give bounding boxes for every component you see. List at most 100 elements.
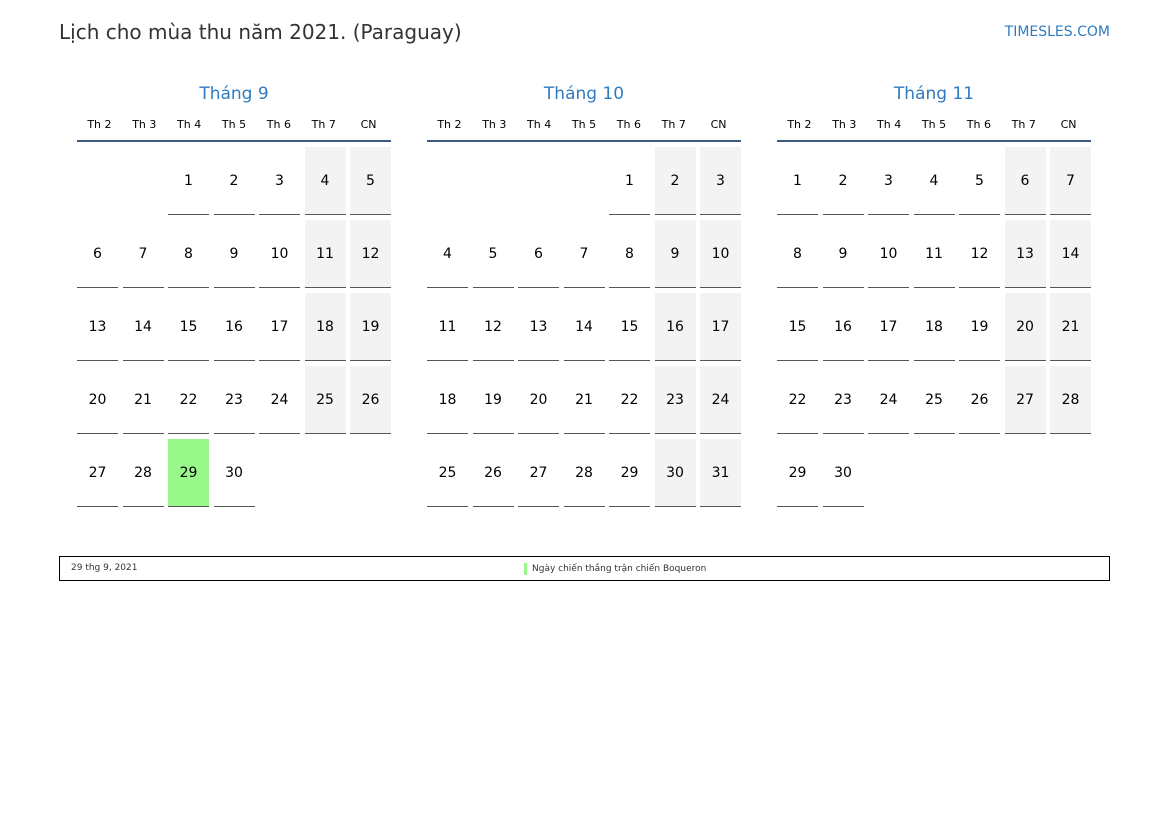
day-cell[interactable]: 6 — [1004, 147, 1046, 215]
day-cell[interactable]: 9 — [654, 220, 696, 288]
day-cell[interactable]: 5 — [959, 147, 1000, 215]
day-cell[interactable]: 7 — [1050, 147, 1091, 215]
day-cell[interactable]: 25 — [427, 439, 468, 507]
day-cell[interactable]: 6 — [77, 220, 118, 288]
day-cell[interactable]: 12 — [350, 220, 391, 288]
day-cell[interactable]: 8 — [609, 220, 650, 288]
day-cell[interactable]: 2 — [822, 147, 864, 215]
day-cell[interactable]: 11 — [427, 293, 468, 361]
day-cell[interactable]: 3 — [259, 147, 300, 215]
day-cell[interactable]: 28 — [122, 439, 164, 507]
day-cell[interactable]: 3 — [700, 147, 741, 215]
day-cell[interactable]: 24 — [868, 366, 909, 434]
day-cell[interactable]: 19 — [472, 366, 514, 434]
day-cell[interactable]: 11 — [913, 220, 955, 288]
day-cell[interactable]: 1 — [777, 147, 818, 215]
day-cell[interactable]: 10 — [259, 220, 300, 288]
day-cell[interactable]: 14 — [1050, 220, 1091, 288]
day-cell[interactable]: 25 — [304, 366, 346, 434]
day-cell[interactable]: 7 — [563, 220, 605, 288]
weekday-label: Th 6 — [266, 117, 291, 131]
day-cell[interactable]: 29 — [609, 439, 650, 507]
day-cell[interactable]: 26 — [959, 366, 1000, 434]
day-cell[interactable]: 5 — [472, 220, 514, 288]
day-cell[interactable]: 18 — [913, 293, 955, 361]
day-cell[interactable]: 21 — [1050, 293, 1091, 361]
day-cell[interactable]: 28 — [563, 439, 605, 507]
day-cell[interactable]: 27 — [518, 439, 559, 507]
day-cell[interactable]: 26 — [350, 366, 391, 434]
empty-cell — [350, 439, 391, 507]
day-cell[interactable]: 1 — [609, 147, 650, 215]
brand-link[interactable]: TIMESLES.COM — [1004, 24, 1110, 40]
day-cell[interactable]: 30 — [654, 439, 696, 507]
day-cell[interactable]: 21 — [563, 366, 605, 434]
day-cell[interactable]: 12 — [959, 220, 1000, 288]
day-cell[interactable]: 31 — [700, 439, 741, 507]
day-cell[interactable]: 18 — [304, 293, 346, 361]
day-cell[interactable]: 7 — [122, 220, 164, 288]
day-cell[interactable]: 30 — [213, 439, 255, 507]
day-cell[interactable]: 24 — [259, 366, 300, 434]
day-cell[interactable]: 8 — [168, 220, 209, 288]
day-cell[interactable]: 22 — [609, 366, 650, 434]
legend-date: 29 thg 9, 2021 — [71, 563, 138, 573]
day-cell[interactable]: 6 — [518, 220, 559, 288]
day-cell[interactable]: 20 — [518, 366, 559, 434]
day-cell[interactable]: 16 — [654, 293, 696, 361]
day-cell[interactable]: 15 — [777, 293, 818, 361]
day-cell[interactable]: 9 — [213, 220, 255, 288]
empty-cell — [868, 439, 909, 507]
day-cell[interactable]: 18 — [427, 366, 468, 434]
day-cell[interactable]: 25 — [913, 366, 955, 434]
weekday-header: Th 2 Th 3 Th 4 Th 5 Th 6 Th 7 CN — [777, 108, 1091, 142]
day-cell[interactable]: 13 — [518, 293, 559, 361]
day-cell[interactable]: 4 — [427, 220, 468, 288]
day-cell[interactable]: 29 — [168, 439, 209, 507]
day-cell[interactable]: 20 — [77, 366, 118, 434]
day-cell[interactable]: 21 — [122, 366, 164, 434]
day-cell[interactable]: 4 — [913, 147, 955, 215]
day-cell[interactable]: 23 — [213, 366, 255, 434]
day-cell[interactable]: 22 — [777, 366, 818, 434]
day-cell[interactable]: 4 — [304, 147, 346, 215]
day-cell[interactable]: 15 — [168, 293, 209, 361]
day-cell[interactable]: 20 — [1004, 293, 1046, 361]
day-cell[interactable]: 22 — [168, 366, 209, 434]
day-cell[interactable]: 2 — [213, 147, 255, 215]
day-cell[interactable]: 28 — [1050, 366, 1091, 434]
day-cell[interactable]: 23 — [654, 366, 696, 434]
day-cell[interactable]: 19 — [350, 293, 391, 361]
day-grid: 1 2 3 4 5 6 7 8 9 10 11 12 13 14 15 16 17 18 19 20 21 22 23 24 2… — [777, 147, 1091, 507]
day-cell[interactable]: 15 — [609, 293, 650, 361]
day-cell[interactable]: 13 — [77, 293, 118, 361]
day-cell[interactable]: 23 — [822, 366, 864, 434]
day-cell[interactable]: 9 — [822, 220, 864, 288]
day-cell[interactable]: 16 — [822, 293, 864, 361]
day-cell[interactable]: 17 — [700, 293, 741, 361]
day-cell[interactable]: 27 — [1004, 366, 1046, 434]
day-cell[interactable]: 19 — [959, 293, 1000, 361]
day-cell[interactable]: 17 — [259, 293, 300, 361]
day-cell[interactable]: 8 — [777, 220, 818, 288]
day-cell[interactable]: 27 — [77, 439, 118, 507]
day-cell[interactable]: 14 — [122, 293, 164, 361]
day-cell[interactable]: 30 — [822, 439, 864, 507]
holiday-legend: 29 thg 9, 2021 Ngày chiến thắng trận chi… — [59, 556, 1110, 581]
day-cell[interactable]: 17 — [868, 293, 909, 361]
weekday-label: Th 7 — [661, 117, 686, 131]
day-cell[interactable]: 5 — [350, 147, 391, 215]
day-cell[interactable]: 10 — [700, 220, 741, 288]
day-cell[interactable]: 26 — [472, 439, 514, 507]
day-cell[interactable]: 10 — [868, 220, 909, 288]
day-cell[interactable]: 12 — [472, 293, 514, 361]
day-cell[interactable]: 3 — [868, 147, 909, 215]
day-cell[interactable]: 1 — [168, 147, 209, 215]
day-cell[interactable]: 2 — [654, 147, 696, 215]
day-cell[interactable]: 29 — [777, 439, 818, 507]
day-cell[interactable]: 11 — [304, 220, 346, 288]
day-cell[interactable]: 16 — [213, 293, 255, 361]
day-cell[interactable]: 13 — [1004, 220, 1046, 288]
day-cell[interactable]: 14 — [563, 293, 605, 361]
day-cell[interactable]: 24 — [700, 366, 741, 434]
